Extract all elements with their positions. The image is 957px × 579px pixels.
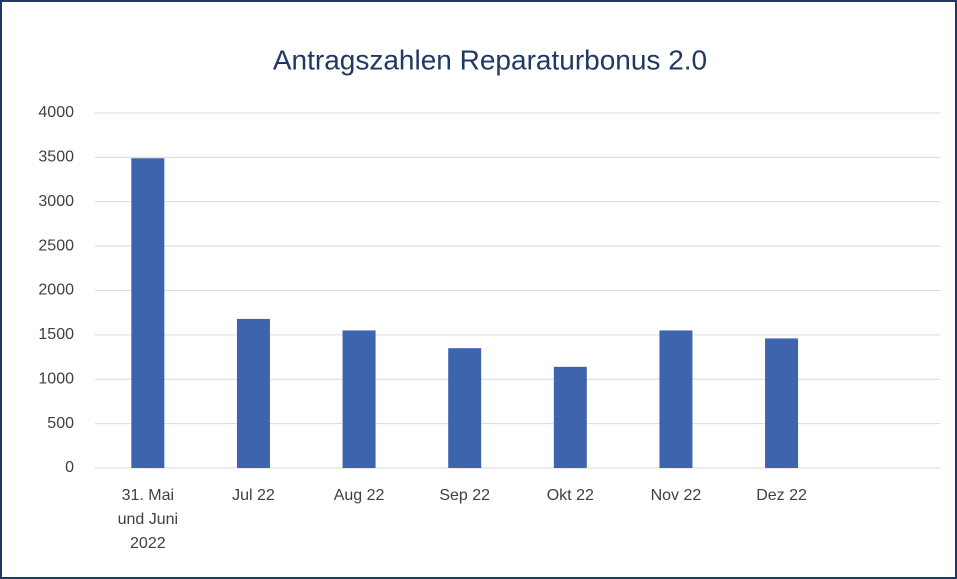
- x-tick-label: Aug 22: [333, 487, 385, 504]
- bar: [765, 338, 799, 468]
- x-tick-label: Sep 22: [439, 487, 491, 504]
- bar: [553, 366, 587, 468]
- y-tick-label: 3500: [38, 149, 74, 166]
- y-tick-label: 4000: [38, 104, 74, 121]
- bar: [131, 158, 165, 468]
- x-tick-label: Okt 22: [546, 487, 594, 504]
- bar: [659, 330, 693, 468]
- y-tick-label: 1000: [38, 370, 74, 387]
- x-tick-label: 31. Mai und Juni 2022: [117, 487, 179, 552]
- y-tick-label: 2000: [38, 282, 74, 299]
- bar: [342, 330, 376, 468]
- y-tick-label: 500: [47, 415, 74, 432]
- y-tick-label: 3000: [38, 193, 74, 210]
- y-tick-label: 2500: [38, 237, 74, 254]
- x-tick-label: Nov 22: [650, 487, 702, 504]
- y-tick-label: 1500: [38, 326, 74, 343]
- bar: [236, 318, 270, 468]
- chart-title: Antragszahlen Reparaturbonus 2.0: [273, 44, 707, 75]
- x-tick-label: Jul 22: [232, 487, 275, 504]
- bar: [448, 348, 482, 468]
- y-tick-label: 0: [65, 459, 74, 476]
- x-tick-label: Dez 22: [756, 487, 807, 504]
